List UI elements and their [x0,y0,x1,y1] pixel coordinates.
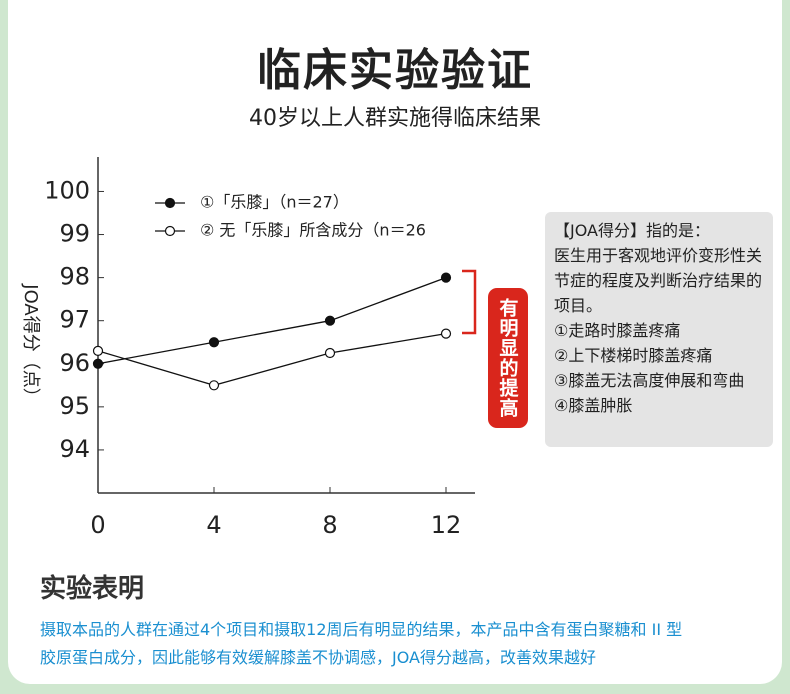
y-tick-label: 96 [59,349,90,377]
info-box: 【JOA得分】指的是： 医生用于客观地评价变形性关节症的程度及判断治疗结果的项目… [545,212,773,447]
x-tick-label: 4 [206,511,221,539]
series-line [97,277,447,365]
data-point [208,380,220,391]
info-line: ①走路时膝盖疼痛 [554,321,681,340]
y-tick-label: 99 [59,220,90,248]
y-tick-label: 94 [59,435,90,463]
series-line [97,332,447,386]
y-tick-label: 100 [44,176,90,204]
conclusion-line: 摄取本品的人群在通过4个项目和摄取12周后有明显的结果，本产品中含有蛋白聚糖和 … [40,620,683,639]
page-subtitle: 40岁以上人群实施得临床结果 [249,106,541,131]
legend-marker [164,225,176,237]
x-tick-label: 12 [431,511,462,539]
legend-label: ①「乐膝」（n＝27） [200,193,349,212]
x-tick-label: 8 [322,511,337,539]
page-title: 临床实验验证 [257,45,533,96]
data-point [208,337,220,348]
annotation-bracket [462,269,477,335]
y-tick-label: 97 [59,306,90,334]
legend-marker [164,197,176,209]
annotation: 有明显的提高 [488,288,528,428]
info-line: ④膝盖肿胀 [554,396,633,415]
y-tick-label: 98 [59,263,90,291]
info-line: ②上下楼梯时膝盖疼痛 [554,346,713,365]
conclusion-title: 实验表明 [40,574,145,604]
info-title: 【JOA得分】指的是： [554,221,710,240]
data-point [92,345,104,356]
data-point [324,347,336,359]
x-tick-label: 0 [90,511,105,539]
data-point [324,315,336,326]
info-line: 医生用于客观地评价变形性关节症的程度及判断治疗结果的项目。 [554,246,763,315]
conclusion-text: 摄取本品的人群在通过4个项目和摄取12周后有明显的结果，本产品中含有蛋白聚糖和 … [40,616,682,672]
data-point [440,272,452,283]
data-point [440,328,452,339]
conclusion-line: 胶原蛋白成分，因此能够有效缓解膝盖不协调感，JOA得分越高，改善效果越好 [40,648,596,667]
data-point [92,358,104,369]
info-line: ③膝盖无法高度伸展和弯曲 [554,371,745,390]
y-axis-label: JOA得分（点） [20,283,41,405]
y-tick-label: 95 [59,392,90,420]
legend-label: ② 无「乐膝」所含成分（n＝26 [200,221,426,240]
